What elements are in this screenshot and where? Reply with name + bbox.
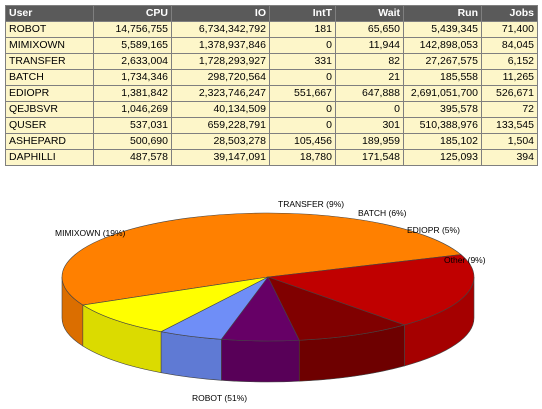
table-cell-io: 1,378,937,846 bbox=[171, 37, 270, 54]
table-cell-run: 125,093 bbox=[403, 149, 482, 166]
table-cell-run: 510,388,976 bbox=[403, 117, 482, 134]
table-cell-io: 6,734,342,792 bbox=[171, 21, 270, 38]
table-cell-intt: 18,780 bbox=[269, 149, 336, 166]
pie-side-ediopr bbox=[160, 331, 222, 381]
table-row: BATCH 1,734,346 298,720,564 0 21 185,558 11,26… bbox=[5, 69, 538, 86]
table-cell-wait: 65,650 bbox=[335, 21, 404, 38]
table-cell-cpu: 500,690 bbox=[93, 133, 172, 150]
pie-label-batch: BATCH (6%) bbox=[358, 208, 407, 218]
table-cell-wait: 647,888 bbox=[335, 85, 404, 102]
column-header-wait: Wait bbox=[335, 5, 404, 22]
pie-side-walls bbox=[61, 276, 475, 383]
table-cell-intt: 105,456 bbox=[269, 133, 336, 150]
pie-top bbox=[61, 212, 475, 342]
table-cell-intt: 0 bbox=[269, 69, 336, 86]
pie-slice-transfer bbox=[267, 276, 406, 341]
table-cell-jobs: 11,265 bbox=[481, 69, 538, 86]
table-cell-cpu: 1,046,269 bbox=[93, 101, 172, 118]
table-row: ASHEPARD 500,690 28,503,278 105,456 189,959 1… bbox=[5, 133, 538, 150]
table-cell-user: MIMIXOWN bbox=[5, 37, 94, 54]
table-cell-jobs: 394 bbox=[481, 149, 538, 166]
table-cell-user: QEJBSVR bbox=[5, 101, 94, 118]
pie-slice-mimixown bbox=[267, 254, 475, 326]
table-cell-user: DAPHILLI bbox=[5, 149, 94, 166]
table-header-row: User CPU IO IntT Wait Run Jobs bbox=[5, 5, 538, 22]
table-cell-io: 40,134,509 bbox=[171, 101, 270, 118]
table-row: EDIOPR 1,381,842 2,323,746,247 551,667 647,8… bbox=[5, 85, 538, 102]
table-cell-run: 185,102 bbox=[403, 133, 482, 150]
column-header-io: IO bbox=[171, 5, 270, 22]
table-cell-wait: 0 bbox=[335, 101, 404, 118]
pie-label-ediopr: EDIOPR (5%) bbox=[407, 225, 460, 235]
table-cell-intt: 0 bbox=[269, 117, 336, 134]
table-cell-wait: 171,548 bbox=[335, 149, 404, 166]
table-cell-user: ROBOT bbox=[5, 21, 94, 38]
table-cell-wait: 11,944 bbox=[335, 37, 404, 54]
table-cell-io: 28,503,278 bbox=[171, 133, 270, 150]
column-header-jobs: Jobs bbox=[481, 5, 538, 22]
pie-label-other: Other (9%) bbox=[444, 255, 486, 265]
table-row: DAPHILLI 487,578 39,147,091 18,780 171,548 12… bbox=[5, 149, 538, 166]
pie-labels: ROBOT (51%) MIMIXOWN (19%) TRANSFER (9%) BA… bbox=[55, 199, 486, 403]
table-cell-user: EDIOPR bbox=[5, 85, 94, 102]
table-cell-user: ASHEPARD bbox=[5, 133, 94, 150]
pie-label-transfer: TRANSFER (9%) bbox=[278, 199, 344, 209]
pie-label-mimixown: MIMIXOWN (19%) bbox=[55, 228, 126, 238]
table-row: MIMIXOWN 5,589,165 1,378,937,846 0 11,944 142… bbox=[5, 37, 538, 54]
table-cell-intt: 331 bbox=[269, 53, 336, 70]
table-cell-cpu: 2,633,004 bbox=[93, 53, 172, 70]
table-cell-intt: 181 bbox=[269, 21, 336, 38]
table-cell-jobs: 6,152 bbox=[481, 53, 538, 70]
table-cell-user: QUSER bbox=[5, 117, 94, 134]
table-cell-jobs: 526,671 bbox=[481, 85, 538, 102]
table-cell-jobs: 72 bbox=[481, 101, 538, 118]
table-cell-io: 1,728,293,927 bbox=[171, 53, 270, 70]
column-header-user: User bbox=[5, 5, 94, 22]
table-cell-io: 298,720,564 bbox=[171, 69, 270, 86]
table-cell-wait: 301 bbox=[335, 117, 404, 134]
table-cell-jobs: 84,045 bbox=[481, 37, 538, 54]
pie-label-robot: ROBOT (51%) bbox=[192, 393, 247, 403]
table-cell-io: 39,147,091 bbox=[171, 149, 270, 166]
table-row: TRANSFER 2,633,004 1,728,293,927 331 82 27,26… bbox=[5, 53, 538, 70]
pie-slice-other bbox=[82, 276, 269, 333]
table-cell-jobs: 1,504 bbox=[481, 133, 538, 150]
column-header-cpu: CPU bbox=[93, 5, 172, 22]
table-cell-run: 142,898,053 bbox=[403, 37, 482, 54]
table-cell-io: 659,228,791 bbox=[171, 117, 270, 134]
column-header-run: Run bbox=[403, 5, 482, 22]
table-cell-cpu: 487,578 bbox=[93, 149, 172, 166]
table-cell-intt: 551,667 bbox=[269, 85, 336, 102]
table-cell-cpu: 1,381,842 bbox=[93, 85, 172, 102]
table-cell-cpu: 537,031 bbox=[93, 117, 172, 134]
table-cell-cpu: 14,756,755 bbox=[93, 21, 172, 38]
table-cell-run: 395,578 bbox=[403, 101, 482, 118]
table-cell-io: 2,323,746,247 bbox=[171, 85, 270, 102]
pie-slice-robot bbox=[61, 212, 462, 306]
table-cell-wait: 189,959 bbox=[335, 133, 404, 150]
table-row: QUSER 537,031 659,228,791 0 301 510,388,976 13… bbox=[5, 117, 538, 134]
pie-side-batch bbox=[221, 339, 300, 383]
table-cell-run: 2,691,051,700 bbox=[403, 85, 482, 102]
cpu-usage-table: User CPU IO IntT Wait Run Jobs ROBOT 14,756,755… bbox=[5, 5, 538, 166]
